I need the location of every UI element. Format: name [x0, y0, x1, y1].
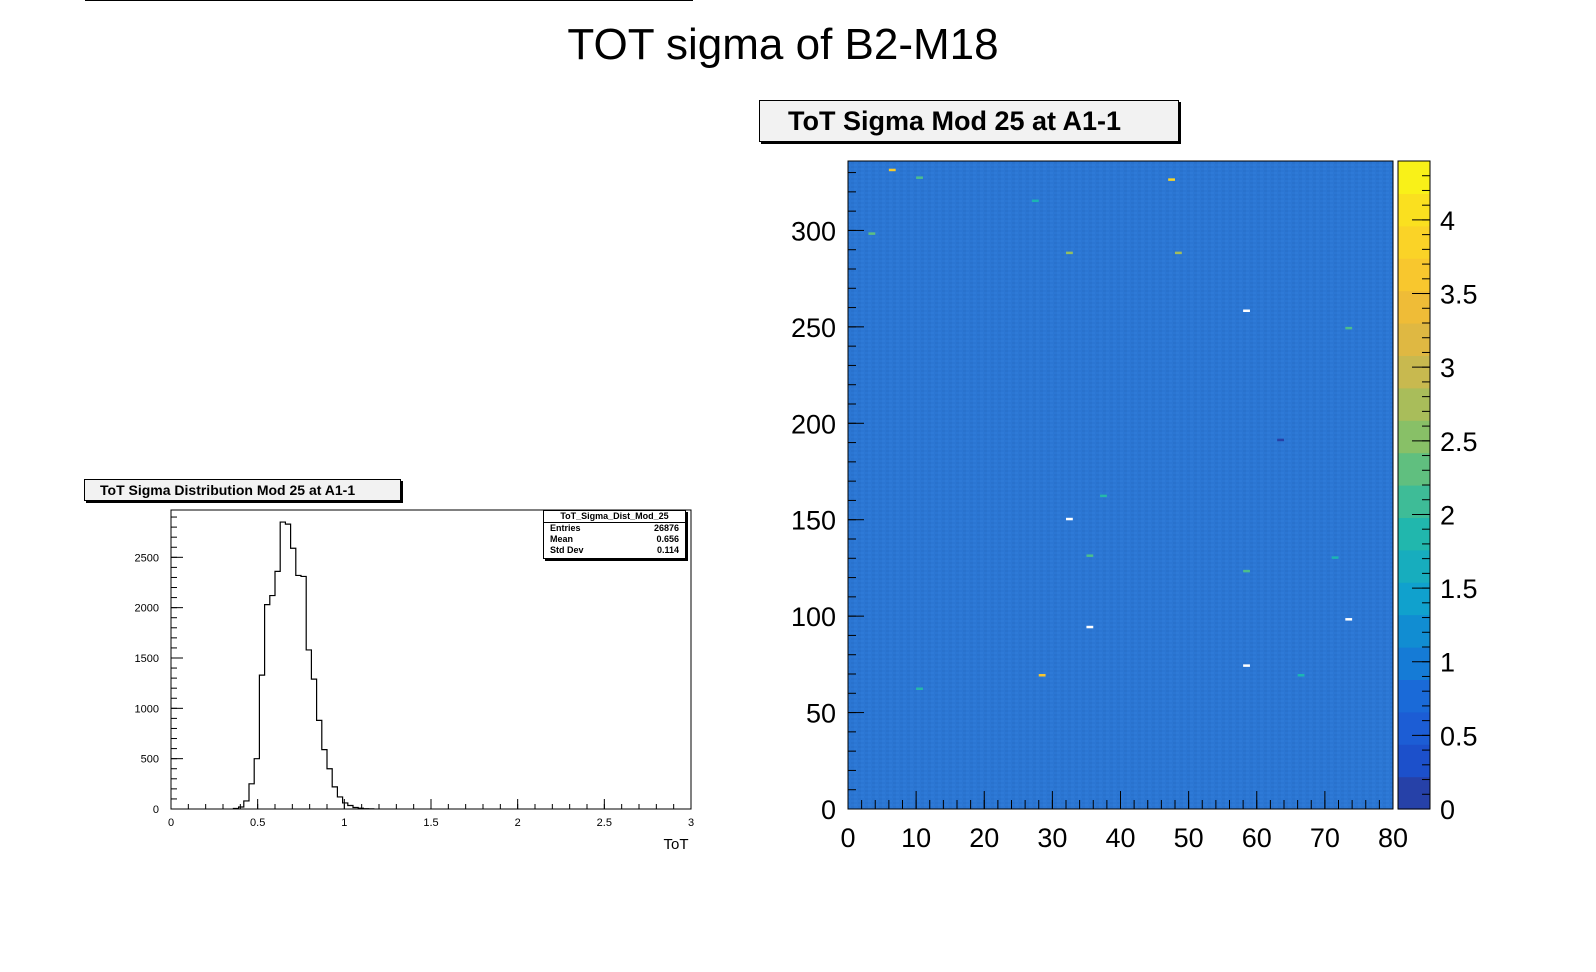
x-tick-label: 10	[901, 823, 931, 853]
x-tick-label: 1	[341, 817, 347, 829]
heatmap-hot-cell	[1175, 251, 1182, 255]
color-scale-band	[1398, 355, 1430, 389]
heatmap-hot-cell	[888, 168, 896, 172]
color-scale-label: 1.5	[1440, 574, 1478, 604]
histogram-title: ToT Sigma Distribution Mod 25 at A1-1	[84, 479, 401, 501]
color-scale-band	[1398, 420, 1430, 454]
heatmap-hot-cell	[1243, 569, 1250, 573]
heatmap-hot-cell	[1243, 309, 1250, 312]
color-scale-label: 2.5	[1440, 427, 1478, 457]
color-scale-band	[1398, 582, 1430, 616]
color-scale-label: 3.5	[1440, 280, 1478, 310]
heatmap-hot-cell	[1066, 251, 1073, 255]
color-scale-band	[1398, 614, 1430, 648]
color-scale-label: 0	[1440, 795, 1455, 825]
y-tick-label: 50	[806, 699, 836, 729]
x-tick-label: 2.5	[597, 817, 612, 829]
stats-value: 0.114	[656, 545, 679, 555]
color-scale-band	[1398, 485, 1430, 518]
color-scale-band	[1398, 225, 1430, 259]
stats-name: ToT_Sigma_Dist_Mod_25	[544, 511, 685, 523]
x-tick-label: 2	[515, 817, 521, 829]
heatmap-field	[848, 161, 1393, 809]
stats-value: 26876	[653, 523, 679, 533]
y-tick-label: 100	[791, 602, 836, 632]
heatmap-title: ToT Sigma Mod 25 at A1-1	[759, 100, 1179, 142]
stats-value: 0.656	[656, 534, 679, 544]
heatmap-hot-cell	[1086, 554, 1094, 557]
y-tick-label: 1000	[135, 703, 159, 715]
top-border-line	[85, 0, 693, 1]
y-tick-label: 150	[791, 506, 836, 536]
heatmap-hot-cell	[1100, 494, 1107, 498]
color-scale-band	[1398, 452, 1430, 486]
stats-row: Std Dev 0.114	[544, 545, 685, 556]
stats-label: Entries	[550, 523, 581, 533]
x-tick-label: 80	[1378, 823, 1408, 853]
x-tick-label: 40	[1105, 823, 1135, 853]
y-tick-label: 2500	[135, 552, 159, 564]
color-scale-band	[1398, 549, 1430, 583]
heatmap-hot-cell	[1277, 438, 1284, 442]
x-tick-label: 70	[1310, 823, 1340, 853]
y-tick-label: 0	[153, 804, 159, 816]
y-tick-label: 0	[821, 795, 836, 825]
y-tick-label: 500	[141, 754, 159, 766]
y-tick-label: 2000	[135, 603, 159, 615]
color-scale-label: 3	[1440, 353, 1455, 383]
heatmap-hot-cell	[868, 232, 876, 235]
color-scale-band	[1398, 711, 1430, 745]
stats-label: Mean	[550, 534, 574, 544]
color-scale-band	[1398, 323, 1430, 356]
heatmap-hot-cell	[1331, 556, 1339, 559]
color-scale-label: 1	[1440, 648, 1455, 678]
heatmap-hot-cell	[1168, 178, 1175, 181]
x-axis-label: ToT	[663, 836, 688, 853]
x-tick-label: 60	[1242, 823, 1272, 853]
x-tick-label: 0.5	[250, 817, 265, 829]
x-tick-label: 50	[1174, 823, 1204, 853]
stats-label: Std Dev	[550, 545, 584, 555]
color-scale-band	[1398, 517, 1430, 551]
color-scale-band	[1398, 679, 1430, 713]
color-scale-label: 0.5	[1440, 721, 1478, 751]
x-tick-label: 0	[168, 817, 174, 829]
heatmap-hot-cell	[916, 687, 923, 690]
x-tick-label: 0	[840, 823, 855, 853]
stats-row: Mean 0.656	[544, 534, 685, 545]
y-tick-label: 200	[791, 409, 836, 439]
heatmap-hot-cell	[1038, 674, 1046, 677]
color-scale-band	[1398, 387, 1430, 421]
y-tick-label: 300	[791, 216, 836, 246]
stats-row: Entries 26876	[544, 523, 685, 534]
color-scale-band	[1398, 258, 1430, 292]
heatmap-hot-cell	[916, 176, 923, 179]
histogram-series	[232, 521, 375, 810]
color-scale-band	[1398, 161, 1430, 194]
heatmap-hot-cell	[1297, 674, 1305, 677]
color-scale-band	[1398, 290, 1430, 324]
heatmap-hot-cell	[1243, 664, 1250, 667]
y-tick-label: 1500	[135, 653, 159, 665]
color-scale-label: 4	[1440, 206, 1455, 236]
heatmap-hot-cell	[1345, 326, 1353, 330]
color-scale-band	[1398, 647, 1430, 680]
color-scale-band	[1398, 776, 1430, 810]
heatmap-hot-cell	[1066, 517, 1073, 521]
heatmap-hot-cell	[1031, 199, 1039, 203]
page-title: TOT sigma of B2-M18	[567, 20, 999, 69]
heatmap-hot-cell	[1086, 625, 1094, 629]
stats-box: ToT_Sigma_Dist_Mod_25 Entries 26876 Mean…	[543, 510, 686, 559]
color-scale-label: 2	[1440, 500, 1455, 530]
color-scale-band	[1398, 744, 1430, 778]
x-tick-label: 1.5	[423, 817, 438, 829]
x-tick-label: 3	[688, 817, 694, 829]
x-tick-label: 30	[1037, 823, 1067, 853]
color-scale-band	[1398, 193, 1430, 227]
y-tick-label: 250	[791, 313, 836, 343]
heatmap-hot-cell	[1345, 618, 1353, 621]
x-tick-label: 20	[969, 823, 999, 853]
